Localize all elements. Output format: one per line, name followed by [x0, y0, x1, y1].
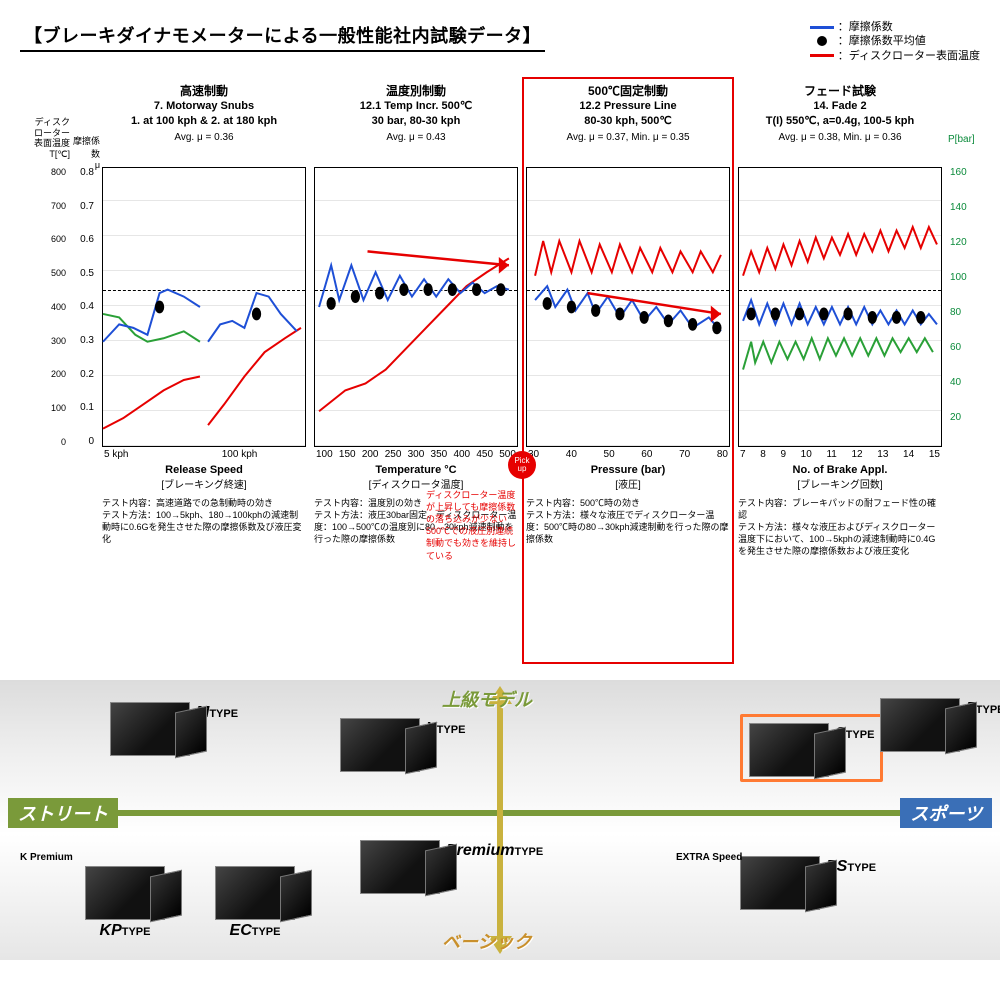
product-label: PremiumTYPE — [446, 842, 543, 860]
axis-label-premium: 上級モデル — [432, 684, 542, 714]
chart-3: 500℃固定制動 12.2 Pressure Line 80-30 kph, 5… — [522, 83, 734, 558]
axis-label-street: ストリート — [8, 798, 118, 828]
chart-note-highlight: ディスクローター温度が上昇しても摩擦係数の落ち込みが少ない 500℃での液圧別連… — [426, 489, 518, 562]
x-axis-label: Release Speed [ブレーキング終速] — [102, 464, 306, 491]
performance-chart-section: 【ブレーキダイナモメーターによる一般性能社内試験データ】 ：摩擦係数 ：摩擦係数… — [0, 0, 1000, 680]
legend-mu-swatch — [810, 26, 834, 29]
legend-temp-swatch — [810, 54, 834, 57]
vertical-axis — [497, 700, 503, 940]
y-axis-temperature: ディスク ローター 表面温度 T[℃] 80070060050040030020… — [20, 167, 70, 447]
x-axis-label: No. of Brake Appl. [ブレーキング回数] — [738, 464, 942, 491]
chart-1: 高速制動 7. Motorway Snubs 1. at 100 kph & 2… — [98, 83, 310, 558]
product-box-icon — [749, 723, 829, 777]
chart-header: 温度別制動 12.1 Temp Incr. 500℃ 30 bar, 80-30… — [314, 83, 518, 163]
chart-plot — [738, 167, 942, 447]
product-box-icon — [110, 702, 190, 756]
charts-row: ディスク ローター 表面温度 T[℃] 80070060050040030020… — [20, 83, 980, 558]
product-m: MTYPE — [110, 702, 238, 756]
product-ec: ECTYPE — [190, 866, 320, 940]
product-box-icon — [740, 856, 820, 910]
product-k-premium: K Premium — [20, 852, 73, 863]
chart-note: テスト内容：高速道路での急制動時の効き テスト方法：100→5kph、180→1… — [102, 497, 306, 546]
axis-label-basic: ベーシック — [432, 926, 542, 956]
product-box-icon — [880, 698, 960, 752]
x-axis-ticks: 304050607080 — [526, 447, 730, 460]
chart-4: フェード試験 14. Fade 2 T(I) 550℃, a=0.4g, 100… — [734, 83, 946, 558]
chart-plot — [102, 167, 306, 447]
chart-2: 温度別制動 12.1 Temp Incr. 500℃ 30 bar, 80-30… — [310, 83, 522, 558]
product-x: XTYPE — [340, 718, 465, 772]
y-axis-pressure: P[bar] 16014012010080604020 — [946, 167, 980, 447]
product-z: ZTYPE — [880, 698, 1000, 752]
chart-plot — [526, 167, 730, 447]
chart-header: フェード試験 14. Fade 2 T(I) 550℃, a=0.4g, 100… — [738, 83, 942, 163]
product-label: ECTYPE — [190, 922, 320, 940]
x-axis-ticks: 100150200250300350400450500 — [314, 447, 518, 460]
x-axis-ticks: 789101112131415 — [738, 447, 942, 460]
x-axis-label: Temperature °C [ディスクロータ温度] — [314, 464, 518, 491]
axis-label-sports: スポーツ — [900, 798, 992, 828]
legend-dot-swatch — [817, 36, 827, 46]
product-box-icon — [340, 718, 420, 772]
chart-note: テスト内容：ブレーキパッドの耐フェード性の確認 テスト方法：様々な液圧およびディ… — [738, 497, 942, 558]
product-kp: KPTYPE — [60, 866, 190, 940]
section-title: 【ブレーキダイナモメーターによる一般性能社内試験データ】 — [20, 20, 545, 52]
product-label: KPTYPE — [60, 922, 190, 940]
chart-plot — [314, 167, 518, 447]
chart-header: 高速制動 7. Motorway Snubs 1. at 100 kph & 2… — [102, 83, 306, 163]
product-s: STYPE — [740, 714, 883, 782]
x-axis-ticks: 5 kph100 kph — [102, 447, 306, 460]
product-es: ESTYPE — [740, 856, 876, 910]
y-axis-mu: 摩擦係数 μ 0.80.70.60.50.40.30.20.10 — [70, 167, 98, 447]
product-box-icon — [85, 866, 165, 920]
product-box-icon — [360, 840, 440, 894]
pickup-badge: Pickup — [508, 451, 536, 479]
chart-note: テスト内容：500℃時の効き テスト方法：様々な液圧でディスクローター温度：50… — [526, 497, 730, 546]
product-premium: PremiumTYPE — [360, 840, 543, 894]
product-positioning-map: ストリート スポーツ 上級モデル ベーシック MTYPE XTYPE STYPEZT… — [0, 680, 1000, 960]
chart-header: 500℃固定制動 12.2 Pressure Line 80-30 kph, 5… — [526, 83, 730, 163]
product-extra-speed: EXTRA Speed — [676, 852, 742, 863]
x-axis-label: Pressure (bar) [液圧] — [526, 464, 730, 491]
product-box-icon — [215, 866, 295, 920]
legend: ：摩擦係数 ：摩擦係数平均値 ：ディスクローター表面温度 — [810, 20, 980, 63]
